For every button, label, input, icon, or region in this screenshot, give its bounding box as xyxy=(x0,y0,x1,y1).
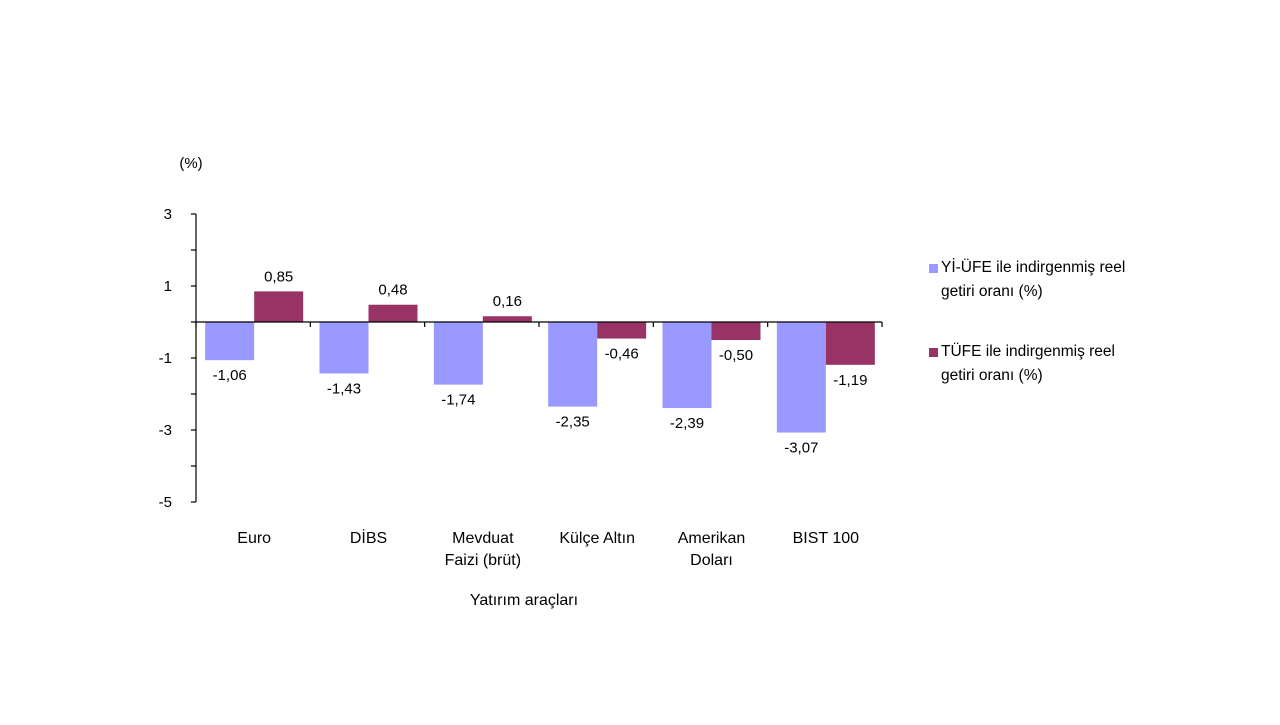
data-label: -1,19 xyxy=(833,372,867,389)
x-axis-title: Yatırım araçları xyxy=(470,592,578,609)
bar-yiufe xyxy=(205,322,255,361)
legend-label: getiri oranı (%) xyxy=(941,283,1043,300)
data-label: -1,43 xyxy=(327,380,361,397)
y-tick-label: 3 xyxy=(164,206,172,223)
x-category-label: Amerikan xyxy=(678,530,746,547)
legend-label: Yİ-ÜFE ile indirgenmiş reel xyxy=(941,258,1125,276)
bar-tufe xyxy=(597,322,647,339)
bar-yiufe xyxy=(548,322,598,407)
labels-layer: -1,06 0,85 Euro -1,43 0,48 DİBS -1,74 0,16 Mevdu… xyxy=(213,268,868,609)
axes-layer: (%) 3 1 -1 -3 -5 xyxy=(159,155,883,511)
x-category-label: BIST 100 xyxy=(793,530,860,547)
legend-label: TÜFE ile indirgenmiş reel xyxy=(941,342,1115,360)
data-label: -1,06 xyxy=(213,367,247,384)
bar-tufe xyxy=(711,322,761,340)
x-category-label: Euro xyxy=(237,530,271,547)
legend-swatch xyxy=(929,264,938,273)
bar-tufe xyxy=(368,304,418,322)
bar-tufe xyxy=(825,322,875,365)
x-category-label: DİBS xyxy=(350,528,387,547)
bar-yiufe xyxy=(319,322,369,374)
legend: Yİ-ÜFE ile indirgenmiş reel getiri oranı … xyxy=(929,258,1125,384)
bar-tufe xyxy=(482,316,532,322)
x-category-label: Faizi (brüt) xyxy=(445,552,521,569)
x-category-label: Külçe Altın xyxy=(559,530,635,547)
data-label: -0,46 xyxy=(605,346,639,363)
y-tick-label: -5 xyxy=(159,494,172,511)
x-category-label: Doları xyxy=(690,552,733,569)
y-tick-label: 1 xyxy=(164,278,172,295)
data-label: 0,85 xyxy=(264,268,293,285)
bar-yiufe xyxy=(662,322,712,409)
data-label: -0,50 xyxy=(719,347,753,364)
bars-layer xyxy=(205,291,875,433)
data-label: 0,48 xyxy=(378,282,407,299)
x-category-label: Mevduat xyxy=(452,530,514,547)
bar-tufe xyxy=(254,291,304,322)
bar-yiufe xyxy=(776,322,826,433)
bar-yiufe xyxy=(433,322,483,385)
data-label: -1,74 xyxy=(441,392,475,409)
y-tick-label: -1 xyxy=(159,350,172,367)
data-label: -2,35 xyxy=(556,414,590,431)
legend-swatch xyxy=(929,348,938,357)
legend-label: getiri oranı (%) xyxy=(941,367,1043,384)
data-label: -3,07 xyxy=(784,440,818,457)
data-label: 0,16 xyxy=(493,293,522,310)
y-tick-label: -3 xyxy=(159,422,172,439)
data-label: -2,39 xyxy=(670,415,704,432)
y-unit-label: (%) xyxy=(179,155,202,172)
